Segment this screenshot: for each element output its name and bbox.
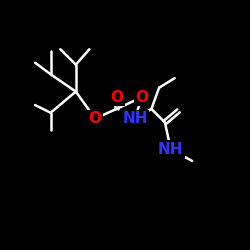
Text: NH: NH	[122, 111, 148, 126]
Text: O: O	[89, 111, 102, 126]
Text: NH: NH	[158, 142, 184, 157]
Text: O: O	[110, 90, 123, 105]
Text: O: O	[135, 90, 148, 105]
